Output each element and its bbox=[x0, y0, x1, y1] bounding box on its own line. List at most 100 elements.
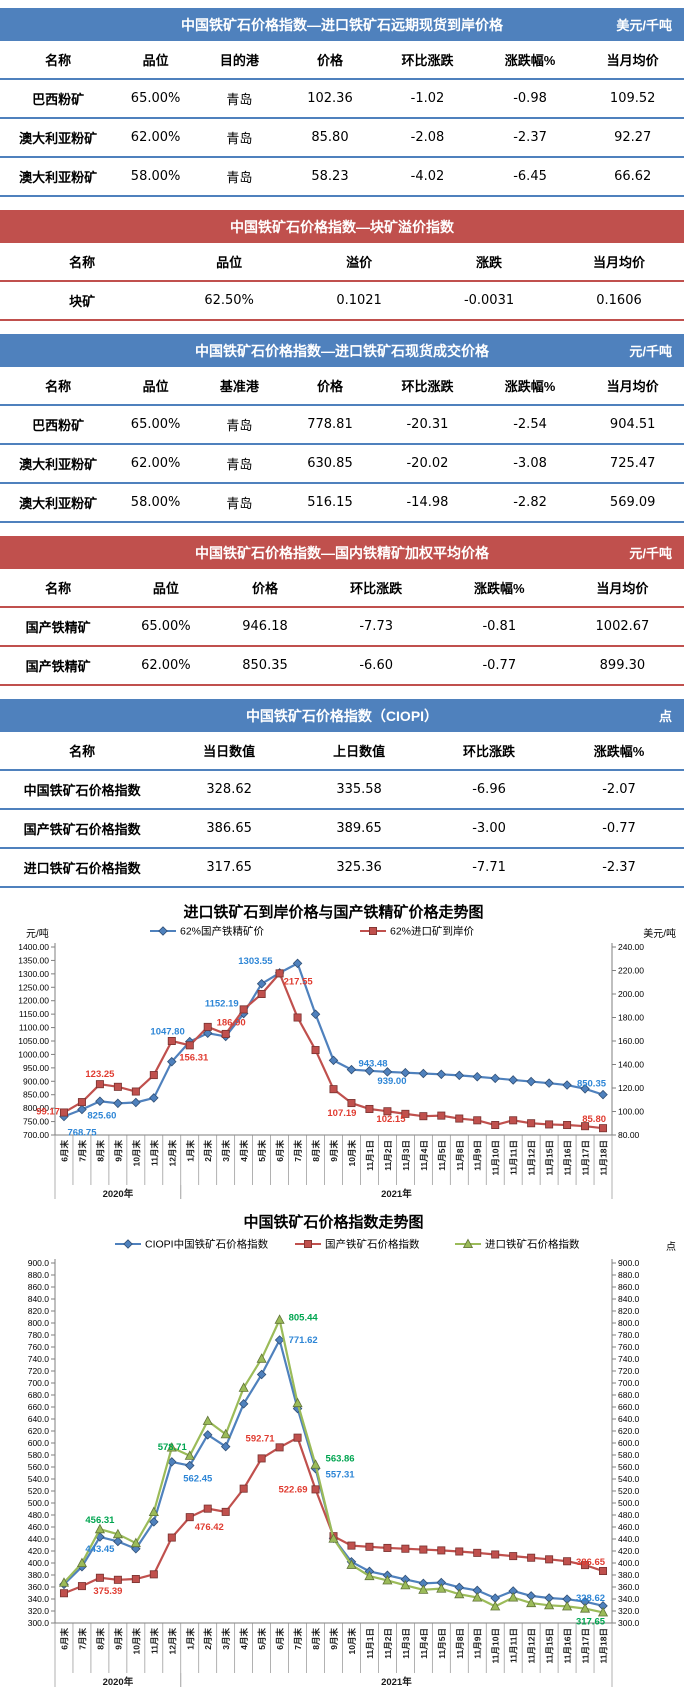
svg-text:11月10日: 11月10日 bbox=[491, 1628, 501, 1663]
svg-text:200.00: 200.00 bbox=[618, 989, 644, 999]
value-cell: -2.82 bbox=[478, 483, 582, 523]
svg-text:8月末: 8月末 bbox=[311, 1628, 321, 1650]
column-header: 价格 bbox=[215, 569, 315, 608]
svg-text:300.0: 300.0 bbox=[618, 1618, 640, 1628]
svg-text:900.0: 900.0 bbox=[28, 1258, 50, 1268]
table-row: 国产铁精矿 65.00% 946.18 -7.73 -0.81 1002.67 bbox=[0, 607, 684, 647]
svg-text:10月末: 10月末 bbox=[131, 1628, 141, 1655]
svg-text:1350.00: 1350.00 bbox=[18, 955, 49, 965]
row-name-cell: 巴西粉矿 bbox=[0, 405, 117, 445]
value-cell: 65.00% bbox=[116, 79, 195, 119]
svg-text:1100.00: 1100.00 bbox=[19, 1023, 49, 1033]
svg-text:780.0: 780.0 bbox=[618, 1330, 640, 1340]
svg-text:580.0: 580.0 bbox=[618, 1450, 640, 1460]
value-cell: 58.23 bbox=[283, 157, 377, 197]
svg-text:660.0: 660.0 bbox=[618, 1402, 640, 1412]
column-header: 当月均价 bbox=[554, 243, 684, 282]
table-row: 块矿 62.50% 0.1021 -0.0031 0.1606 bbox=[0, 281, 684, 321]
chart-import-vs-domestic-trend: 进口铁矿石到岸价格与国产铁精矿价格走势图 元/吨 美元/吨 62%国产铁精矿价 62%进… bbox=[0, 901, 684, 1203]
table-row: 澳大利亚粉矿 58.00% 青岛 58.23 -4.02 -6.45 66.62 bbox=[0, 157, 684, 197]
svg-text:8月末: 8月末 bbox=[95, 1628, 105, 1650]
svg-text:123.25: 123.25 bbox=[85, 1069, 115, 1080]
svg-text:700.00: 700.00 bbox=[23, 1130, 49, 1140]
svg-text:10月末: 10月末 bbox=[347, 1628, 357, 1655]
svg-text:540.0: 540.0 bbox=[28, 1474, 50, 1484]
value-cell: 0.1606 bbox=[554, 281, 684, 321]
svg-text:850.00: 850.00 bbox=[23, 1090, 49, 1100]
value-cell: 青岛 bbox=[194, 444, 284, 484]
column-header: 环比涨跌 bbox=[424, 732, 555, 771]
data-table: 名称 品位 价格 环比涨跌 涨跌幅% 当月均价 国产铁精矿 65.00% 946.18 -7.73… bbox=[0, 569, 684, 686]
svg-text:840.0: 840.0 bbox=[28, 1294, 50, 1304]
svg-text:328.62: 328.62 bbox=[576, 1593, 605, 1604]
column-header: 价格 bbox=[283, 367, 377, 406]
svg-text:120.00: 120.00 bbox=[618, 1083, 644, 1093]
svg-text:11月3日: 11月3日 bbox=[401, 1628, 411, 1659]
value-cell: -0.81 bbox=[437, 607, 561, 647]
value-cell: 青岛 bbox=[194, 79, 284, 119]
value-cell: -3.00 bbox=[424, 809, 555, 849]
value-cell: 青岛 bbox=[194, 118, 284, 158]
svg-text:12月末: 12月末 bbox=[167, 1140, 177, 1167]
svg-text:522.69: 522.69 bbox=[278, 1484, 307, 1495]
value-cell: 904.51 bbox=[581, 405, 684, 445]
svg-text:620.0: 620.0 bbox=[28, 1426, 50, 1436]
table-title: 中国铁矿石价格指数—国内铁精矿加权平均价格 bbox=[195, 545, 489, 561]
svg-text:11月17日: 11月17日 bbox=[581, 1140, 591, 1175]
svg-text:元/吨: 元/吨 bbox=[26, 927, 49, 940]
svg-text:6月末: 6月末 bbox=[59, 1140, 69, 1162]
svg-text:740.0: 740.0 bbox=[618, 1354, 640, 1364]
svg-text:520.0: 520.0 bbox=[618, 1486, 640, 1496]
svg-text:100.00: 100.00 bbox=[618, 1107, 644, 1117]
svg-text:9月末: 9月末 bbox=[329, 1628, 339, 1650]
svg-text:2月末: 2月末 bbox=[203, 1140, 213, 1162]
svg-text:800.00: 800.00 bbox=[23, 1103, 49, 1113]
svg-text:400.0: 400.0 bbox=[618, 1558, 640, 1568]
svg-text:380.0: 380.0 bbox=[618, 1570, 640, 1580]
svg-text:11月12日: 11月12日 bbox=[527, 1628, 537, 1663]
column-header: 价格 bbox=[283, 41, 377, 80]
value-cell: 62.50% bbox=[164, 281, 295, 321]
value-cell: 62.00% bbox=[116, 118, 195, 158]
svg-text:939.00: 939.00 bbox=[377, 1076, 406, 1087]
svg-text:1152.19: 1152.19 bbox=[205, 999, 239, 1010]
svg-text:进口铁矿石价格指数: 进口铁矿石价格指数 bbox=[485, 1238, 580, 1251]
value-cell: 62.00% bbox=[116, 444, 195, 484]
svg-text:美元/吨: 美元/吨 bbox=[643, 927, 676, 940]
value-cell: -0.98 bbox=[478, 79, 582, 119]
table-unit: 元/千吨 bbox=[629, 546, 672, 561]
svg-text:740.0: 740.0 bbox=[28, 1354, 50, 1364]
svg-text:11月9日: 11月9日 bbox=[473, 1140, 483, 1171]
table-title: 中国铁矿石价格指数—进口铁矿石现货成交价格 bbox=[195, 343, 489, 359]
svg-text:860.0: 860.0 bbox=[28, 1282, 50, 1292]
svg-text:186.90: 186.90 bbox=[217, 1017, 246, 1028]
svg-text:563.86: 563.86 bbox=[326, 1454, 355, 1465]
svg-text:85.80: 85.80 bbox=[582, 1114, 606, 1125]
value-cell: -20.31 bbox=[376, 405, 479, 445]
row-name-cell: 国产铁精矿 bbox=[0, 607, 117, 647]
value-cell: -2.08 bbox=[376, 118, 479, 158]
svg-text:1月末: 1月末 bbox=[185, 1140, 195, 1162]
svg-text:11月2日: 11月2日 bbox=[383, 1140, 393, 1171]
table-title-bar: 中国铁矿石价格指数—块矿溢价指数 bbox=[0, 210, 684, 243]
svg-text:102.15: 102.15 bbox=[376, 1114, 406, 1125]
column-header: 基准港 bbox=[194, 367, 284, 406]
column-header: 涨跌幅% bbox=[478, 367, 582, 406]
svg-text:11月18日: 11月18日 bbox=[599, 1140, 609, 1175]
table-row: 澳大利亚粉矿 58.00% 青岛 516.15 -14.98 -2.82 569.09 bbox=[0, 483, 684, 523]
svg-text:820.0: 820.0 bbox=[618, 1306, 640, 1316]
svg-text:180.00: 180.00 bbox=[618, 1013, 644, 1023]
svg-text:107.19: 107.19 bbox=[327, 1108, 356, 1119]
svg-text:440.0: 440.0 bbox=[618, 1534, 640, 1544]
data-table: 名称 品位 基准港 价格 环比涨跌 涨跌幅% 当月均价 巴西粉矿 65.00% 青岛 778.81-… bbox=[0, 367, 684, 523]
svg-text:6月末: 6月末 bbox=[275, 1140, 285, 1162]
svg-text:7月末: 7月末 bbox=[77, 1628, 87, 1650]
svg-text:1050.00: 1050.00 bbox=[18, 1036, 49, 1046]
svg-text:380.0: 380.0 bbox=[28, 1570, 50, 1580]
row-name-cell: 国产铁精矿 bbox=[0, 646, 117, 686]
svg-text:520.0: 520.0 bbox=[28, 1486, 50, 1496]
value-cell: 109.52 bbox=[581, 79, 684, 119]
svg-text:440.0: 440.0 bbox=[28, 1534, 50, 1544]
